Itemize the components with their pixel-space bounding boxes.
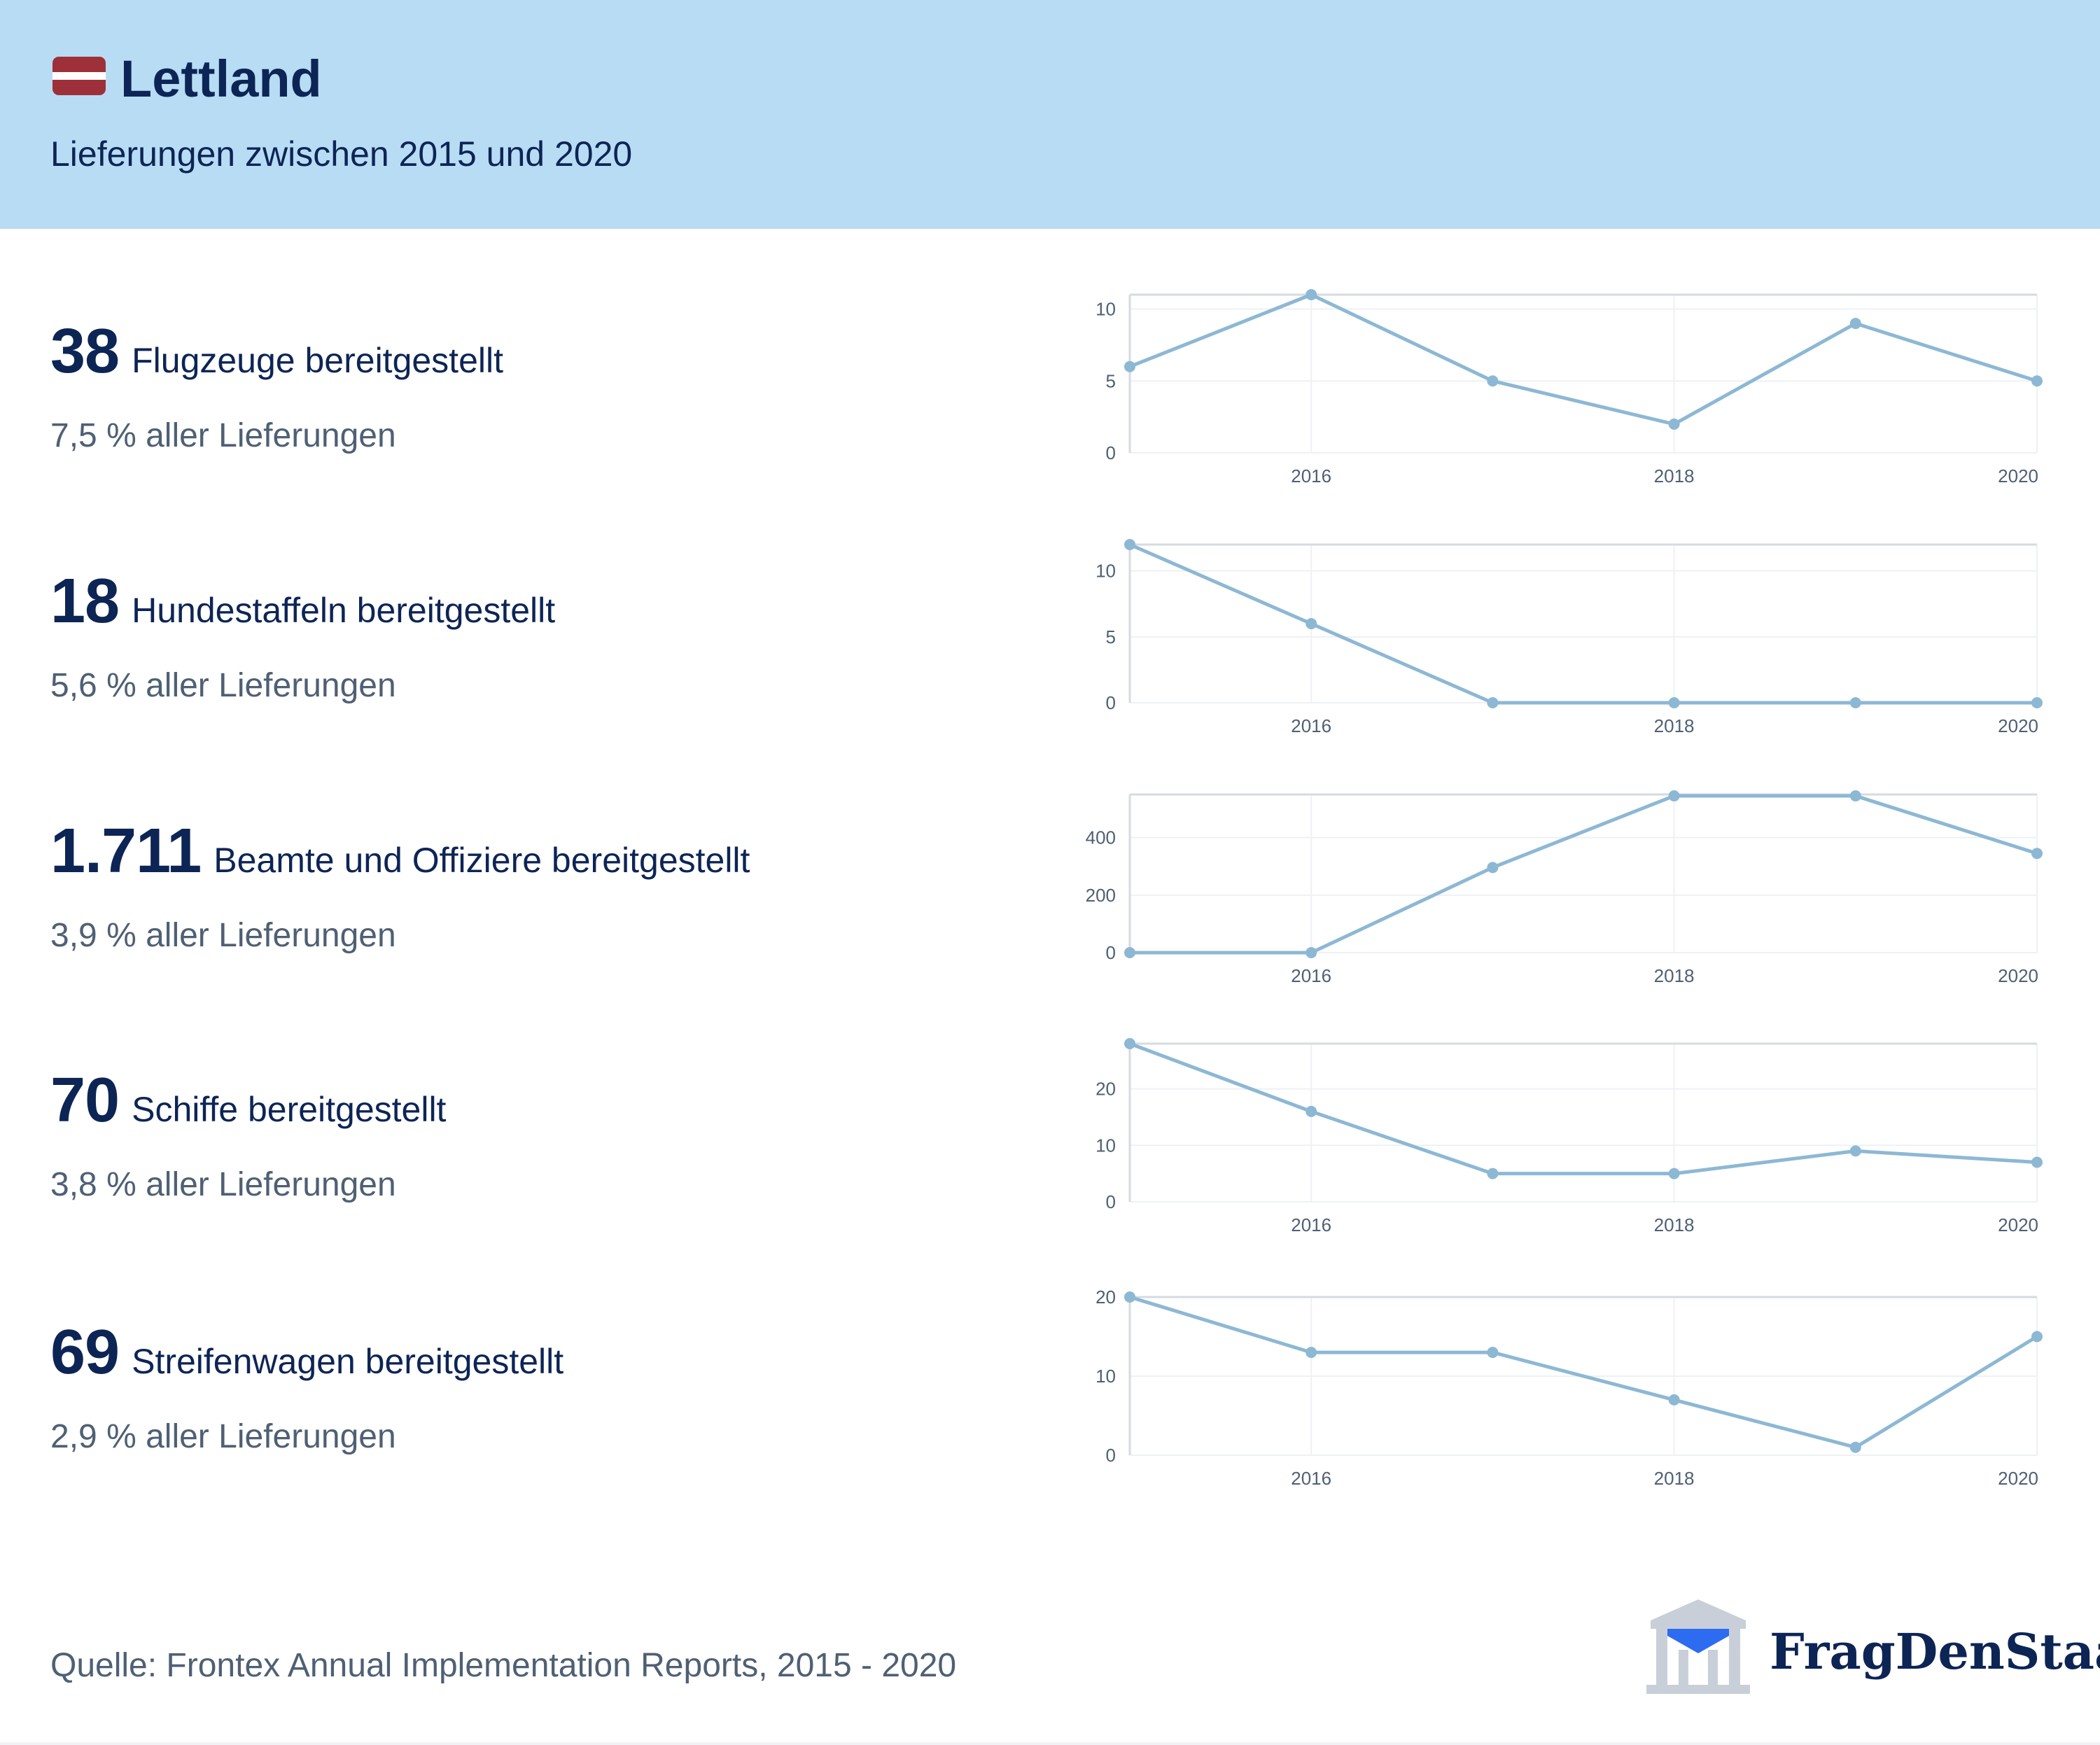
series-line (1130, 794, 2038, 955)
stat-number: 18 (50, 566, 120, 636)
data-point (1849, 697, 1861, 708)
x-tick-label: 2020 (1998, 1468, 2038, 1489)
stat-block-ships: 70 Schiffe bereitgestellt 3,8 % aller Lie… (50, 1062, 1030, 1206)
stat-number: 70 (50, 1065, 120, 1135)
data-point (1849, 1145, 1861, 1157)
series-line (1129, 293, 2038, 426)
data-point (1306, 289, 1317, 300)
stat-share: 3,8 % aller Lieferungen (50, 1166, 396, 1203)
x-tick-label: 2020 (1998, 465, 2038, 486)
data-point (2031, 848, 2043, 860)
data-point (1849, 318, 1861, 330)
page-title: Lettland (120, 50, 322, 108)
series-line (1129, 542, 2037, 705)
data-point (1668, 1394, 1680, 1406)
fragdenstaat-wordmark: FragDenStaat (1770, 1623, 2100, 1681)
x-tick-label: 2016 (1291, 715, 1331, 736)
stat-label: Streifenwagen bereitgestellt (132, 1342, 564, 1381)
data-point (1487, 375, 1499, 387)
stat-share: 3,9 % aller Lieferungen (50, 917, 396, 954)
x-tick-label: 2018 (1654, 1214, 1695, 1235)
y-tick-label: 5 (1106, 626, 1116, 647)
y-tick-label: 0 (1106, 942, 1116, 963)
y-tick-label: 0 (1106, 442, 1116, 463)
stat-label: Hundestaffeln bereitgestellt (132, 591, 556, 630)
y-tick-label: 400 (1086, 827, 1116, 848)
data-point (1668, 418, 1680, 430)
y-tick-label: 5 (1106, 370, 1116, 391)
fragdenstaat-logo-icon (1646, 1599, 1750, 1694)
page-subtitle: Lieferungen zwischen 2015 und 2020 (50, 134, 633, 174)
x-tick-label: 2018 (1654, 715, 1695, 736)
series-line (1129, 1042, 2038, 1176)
data-point (1487, 1168, 1499, 1179)
stat-block-officers: 1.711 Beamte und Offiziere bereitgestellt… (50, 813, 1030, 957)
y-tick-label: 0 (1106, 1445, 1116, 1466)
x-tick-label: 2020 (1998, 965, 2038, 986)
line-chart-dog-teams: 0 5 10 2016 2018 2020 (1096, 539, 2043, 736)
bottom-divider (0, 1742, 2100, 1745)
data-point (2031, 697, 2043, 708)
y-tick-label: 10 (1096, 561, 1116, 582)
data-point (1306, 947, 1317, 958)
stat-share: 2,9 % aller Lieferungen (50, 1418, 396, 1455)
data-point (1668, 697, 1680, 708)
x-tick-label: 2016 (1291, 1468, 1331, 1489)
y-tick-label: 10 (1096, 1135, 1116, 1156)
x-tick-label: 2016 (1291, 465, 1331, 486)
x-tick-label: 2020 (1998, 715, 2038, 736)
stat-block-dog-teams: 18 Hundestaffeln bereitgestellt 5,6 % all… (50, 563, 1030, 707)
stat-block-patrol-cars: 69 Streifenwagen bereitgestellt 2,9 % all… (50, 1314, 1030, 1458)
x-tick-label: 2016 (1291, 1214, 1331, 1235)
line-chart-aircraft: 0 5 10 2016 2018 2020 (1096, 289, 2043, 486)
x-tick-label: 2018 (1654, 465, 1695, 486)
data-point (2031, 1331, 2043, 1343)
data-point (1487, 697, 1499, 708)
data-point (2031, 1156, 2043, 1168)
data-point (1487, 862, 1499, 874)
data-point (1124, 947, 1135, 958)
data-point (1124, 539, 1135, 550)
x-tick-label: 2018 (1654, 1468, 1695, 1489)
stat-number: 38 (50, 316, 120, 386)
latvia-flag-icon (52, 57, 106, 95)
data-point (1306, 1105, 1317, 1117)
y-tick-label: 10 (1096, 1366, 1116, 1387)
line-chart-ships: 0 10 20 2016 2018 2020 (1096, 1038, 2043, 1235)
x-tick-label: 2020 (1998, 1214, 2038, 1235)
stat-number: 69 (50, 1317, 120, 1387)
x-tick-label: 2016 (1291, 965, 1331, 986)
data-point (1849, 790, 1861, 802)
data-point (2031, 375, 2043, 387)
data-point (1306, 618, 1317, 629)
y-tick-label: 200 (1086, 885, 1116, 906)
y-tick-label: 0 (1106, 692, 1116, 713)
data-point (1487, 1347, 1499, 1359)
x-tick-label: 2018 (1654, 965, 1695, 986)
stat-label: Schiffe bereitgestellt (132, 1090, 447, 1129)
stat-share: 5,6 % aller Lieferungen (50, 667, 396, 704)
data-point (1124, 1291, 1135, 1303)
data-point (1668, 1168, 1680, 1179)
data-point (1306, 1347, 1317, 1359)
data-point (1668, 790, 1680, 802)
data-point (1849, 1441, 1861, 1453)
y-tick-label: 0 (1106, 1191, 1116, 1212)
stat-number: 1.711 (50, 816, 202, 886)
line-chart-officers: 0 200 400 2016 2018 2020 (1086, 790, 2043, 986)
series-line (1129, 1295, 2038, 1450)
stat-label: Beamte und Offiziere bereitgestellt (214, 841, 750, 880)
stat-share: 7,5 % aller Lieferungen (50, 417, 396, 454)
y-tick-label: 10 (1096, 299, 1116, 320)
header-banner: Lettland Lieferungen zwischen 2015 und 2… (0, 0, 2100, 229)
data-point (1124, 1038, 1135, 1049)
y-tick-label: 20 (1096, 1287, 1116, 1308)
stat-block-aircraft: 38 Flugzeuge bereitgestellt 7,5 % aller L… (50, 313, 1030, 457)
y-tick-label: 20 (1096, 1079, 1116, 1100)
line-chart-patrol-cars: 0 10 20 2016 2018 2020 (1096, 1287, 2043, 1489)
data-point (1124, 360, 1135, 372)
stat-label: Flugzeuge bereitgestellt (132, 341, 503, 380)
source-note: Quelle: Frontex Annual Implementation Re… (50, 1647, 957, 1684)
